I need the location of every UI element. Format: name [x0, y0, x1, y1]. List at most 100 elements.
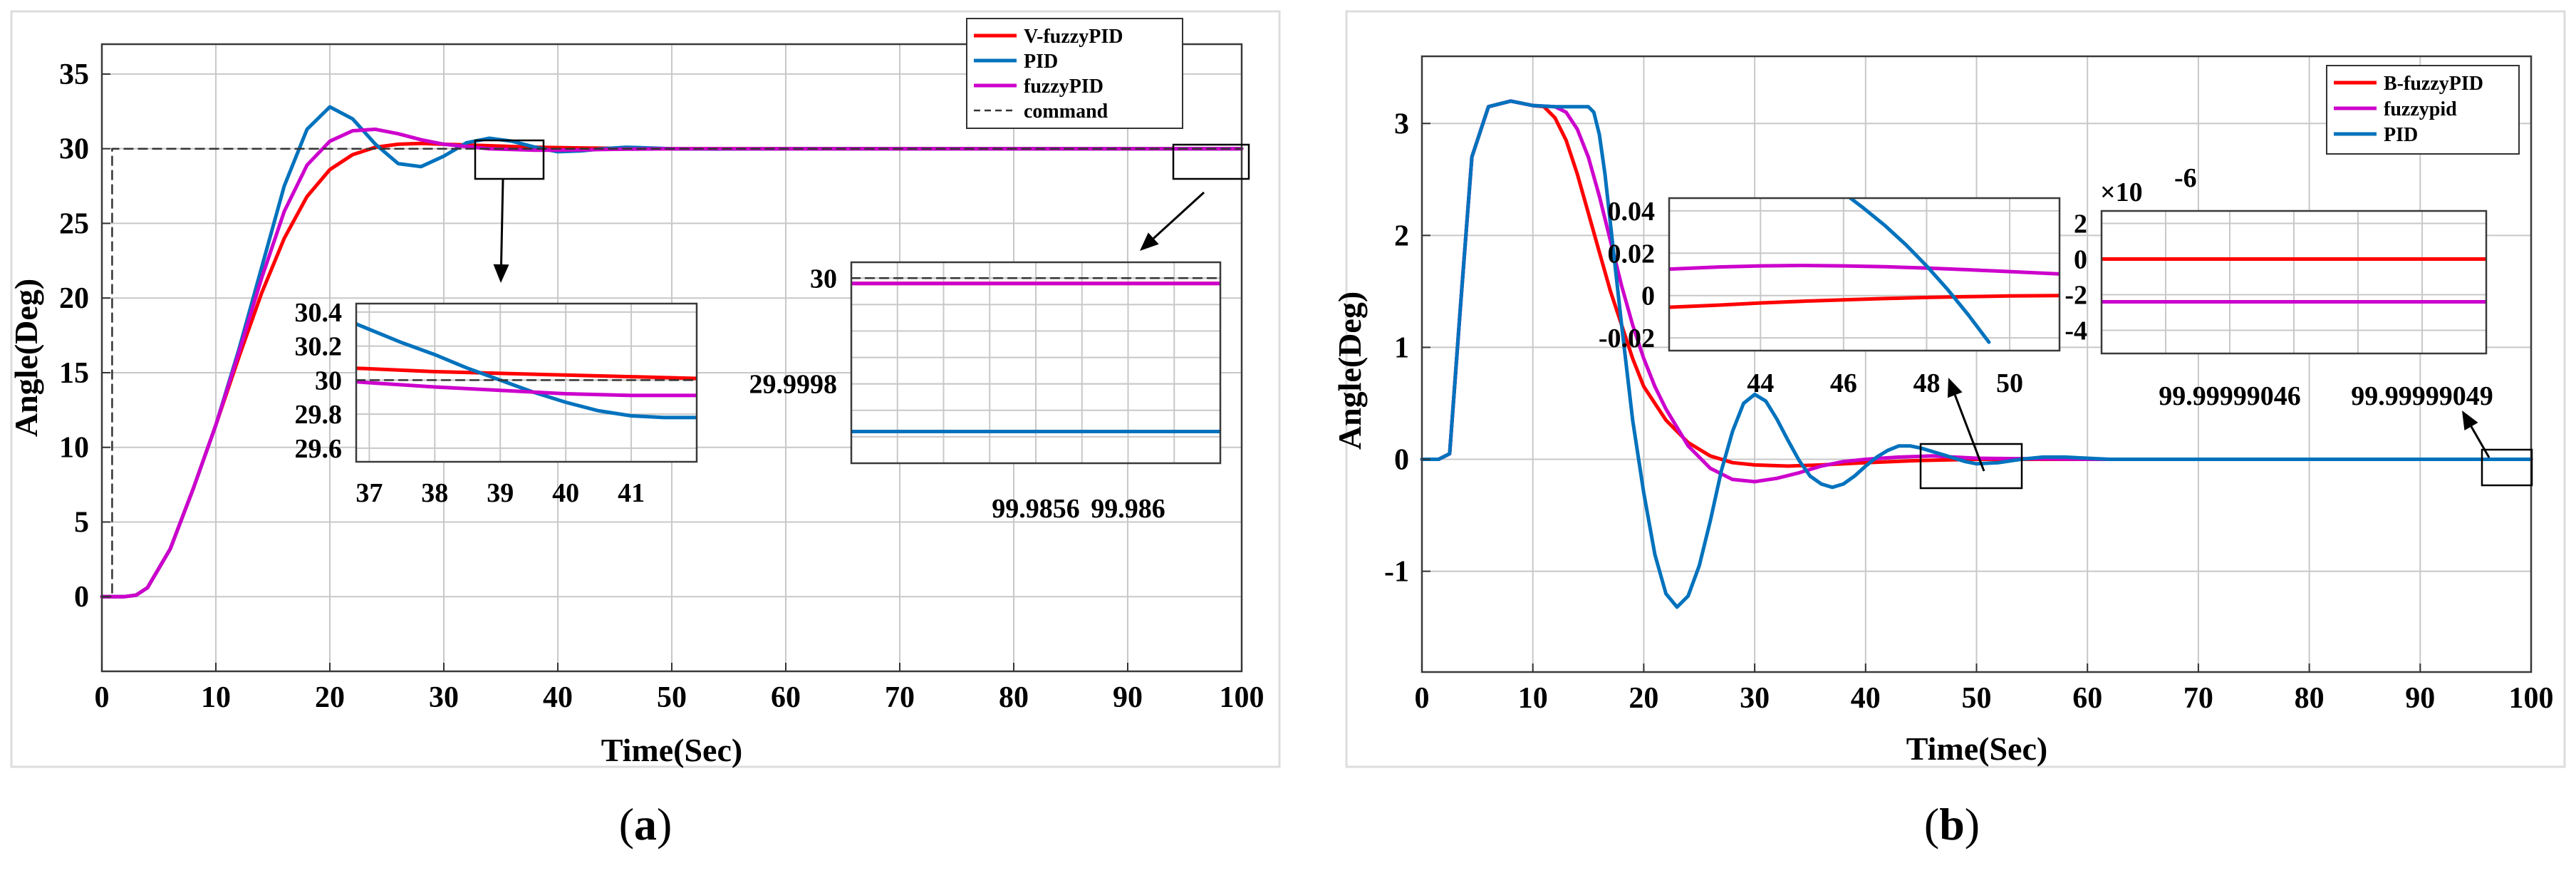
inset-multiplier-exponent: -6 — [2174, 163, 2197, 193]
x-tick-label: 40 — [1851, 682, 1881, 715]
y-tick-label: 20 — [59, 282, 89, 315]
panel-caption: (a) — [619, 799, 672, 849]
inset-1: 99.99999046 99.99999049 -4 -2 0 2 ×10 -6 — [2065, 163, 2493, 411]
inset-x-tick-label: 38 — [421, 478, 448, 508]
inset-multiplier: ×10 — [2100, 177, 2143, 207]
zoom-arrow-head — [1947, 378, 1963, 398]
y-tick-label: 15 — [59, 357, 89, 390]
legend-label: PID — [1024, 51, 1058, 73]
caption-part: ( — [1924, 799, 1939, 849]
y-tick-label: 0 — [1394, 444, 1409, 477]
x-tick-label: 70 — [885, 681, 915, 714]
x-tick-label: 60 — [2072, 682, 2102, 715]
zoom-arrow-shaft — [500, 179, 504, 265]
inset-y-tick-label: 30 — [810, 264, 837, 294]
inset-x-tick-label: 44 — [1747, 368, 1774, 398]
x-tick-label: 0 — [1415, 682, 1430, 715]
inset-y-tick-label: 0 — [2074, 245, 2087, 275]
inset-y-tick-label: -0.02 — [1599, 324, 1655, 353]
zoom-box — [1919, 443, 2023, 490]
inset-series-line-fuzzyPID — [356, 380, 697, 398]
y-tick-label: 1 — [1394, 331, 1409, 364]
inset-x-tick-label: 50 — [1996, 368, 2023, 398]
inset-frame — [355, 302, 698, 463]
inset-x-tick-label: 41 — [618, 478, 645, 508]
x-tick-label: 10 — [201, 681, 231, 714]
inset-1: 99.9856 99.986 29.9998 30 — [749, 261, 1222, 524]
inset-y-tick-label: 29.6 — [295, 434, 343, 464]
inset-y-tick-label: 30.4 — [295, 298, 343, 328]
zoom-box — [2481, 448, 2533, 487]
inset-y-tick-label: 0.02 — [1608, 239, 1656, 269]
y-tick-label: 5 — [74, 506, 89, 539]
caption-part: ( — [619, 799, 634, 849]
legend-label: fuzzyPID — [1024, 76, 1103, 98]
inset-series-line-B-fuzzyPID — [1669, 294, 2060, 309]
zoom-arrow-head — [1140, 232, 1159, 251]
y-tick-label: 0 — [74, 581, 89, 614]
inset-x-tick-label: 46 — [1830, 368, 1857, 398]
series-line-fuzzyPID — [100, 127, 1244, 599]
y-tick-label: 35 — [59, 58, 89, 91]
x-tick-label: 90 — [2405, 682, 2435, 715]
x-tick-label: 20 — [315, 681, 345, 714]
zoom-arrow-shaft — [1153, 191, 1205, 239]
y-tick-label: 25 — [59, 207, 89, 240]
x-tick-label: 80 — [2295, 682, 2325, 715]
inset-x-tick-label: 37 — [355, 478, 383, 508]
x-tick-label: 0 — [95, 681, 110, 714]
zoom-box — [1172, 143, 1250, 180]
y-tick-label: 10 — [59, 432, 89, 465]
inset-frame — [1668, 197, 2061, 352]
inset-series-line-fuzzypid — [1669, 264, 2060, 276]
panel-b-border — [1345, 10, 2566, 768]
zoom-box — [474, 139, 545, 180]
inset-x-tick-label: 48 — [1913, 368, 1940, 398]
x-tick-label: 50 — [657, 681, 687, 714]
inset-series-line-PID — [1847, 198, 1991, 344]
legend-label: PID — [2384, 124, 2418, 146]
x-tick-label: 20 — [1629, 682, 1658, 715]
inset-x-tick-label: 39 — [487, 478, 514, 508]
panel-a: 0 10 20 30 40 50 60 70 80 90 100 0 5 10 15 20 25 30 35 Time… — [8, 18, 1264, 849]
inset-y-tick-label: -4 — [2065, 316, 2087, 346]
y-tick-label: 30 — [59, 133, 89, 166]
caption-part: ) — [657, 799, 672, 849]
x-tick-label: 100 — [2509, 682, 2554, 715]
x-tick-label: 30 — [1740, 682, 1770, 715]
inset-series-line-V-fuzzyPID — [356, 366, 697, 381]
inset-x-tick-label: 99.99999049 — [2351, 381, 2493, 411]
x-tick-label: 100 — [1220, 681, 1264, 714]
inset-y-tick-label: -2 — [2065, 281, 2087, 311]
inset-y-tick-label: 30.2 — [295, 332, 343, 362]
x-tick-label: 10 — [1518, 682, 1548, 715]
x-tick-label: 50 — [1962, 682, 1992, 715]
zoom-arrow-head — [2462, 410, 2478, 431]
inset-x-tick-label: 99.99999046 — [2159, 381, 2301, 411]
inset-background — [1669, 198, 2060, 351]
inset-frame — [2100, 210, 2488, 355]
inset-x-tick-label: 40 — [552, 478, 579, 508]
y-axis-label: Angle(Deg) — [8, 279, 44, 437]
inset-y-tick-label: 0 — [1641, 281, 1655, 311]
zoom-arrow-shaft — [1953, 394, 1985, 472]
y-tick-label: 2 — [1394, 219, 1409, 252]
y-axis-label: Angle(Deg) — [1331, 291, 1368, 450]
legend-label: B-fuzzyPID — [2384, 73, 2483, 95]
inset-y-tick-label: 0.04 — [1608, 197, 1656, 227]
panel-b: 0 10 20 30 40 50 60 70 80 90 100-10123Time(Sec)Ang… — [1331, 55, 2554, 849]
inset-x-tick-label: 99.9856 — [992, 494, 1080, 524]
x-tick-label: 30 — [429, 681, 459, 714]
zoom-arrow-head — [493, 264, 509, 283]
inset-0: 44 46 48 50 -0.02 0 0.02 0.04 — [1599, 197, 2061, 398]
x-tick-label: 70 — [2183, 682, 2213, 715]
legend-label: command — [1024, 100, 1108, 123]
y-tick-label: -1 — [1384, 556, 1409, 589]
x-axis-label: Time(Sec) — [601, 732, 742, 768]
panel-caption: (b) — [1924, 799, 1980, 849]
legend: B-fuzzyPID fuzzypid PID — [2326, 65, 2520, 155]
inset-y-tick-label: 29.8 — [295, 400, 343, 430]
inset-0: 37 38 39 40 41 29.6 29.8 30 30.2 30.4 — [295, 298, 698, 508]
